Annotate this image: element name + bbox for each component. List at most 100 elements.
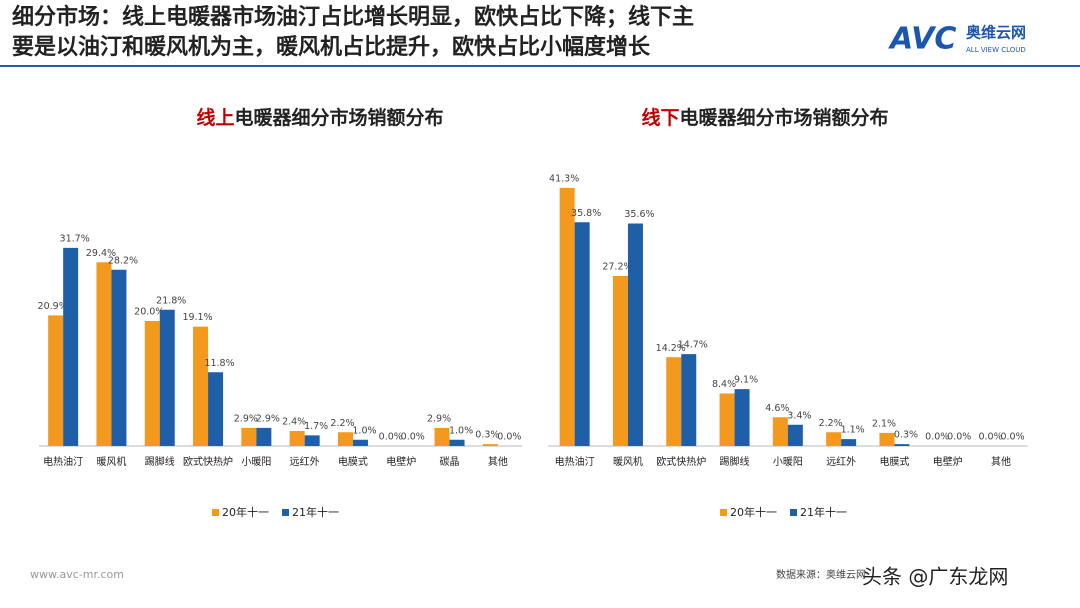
chart-title-rest: 电暖器细分市场销额分布 bbox=[680, 106, 889, 129]
bar bbox=[449, 439, 465, 446]
value-label: 2.9% bbox=[256, 413, 280, 424]
bar bbox=[772, 417, 788, 446]
bar bbox=[879, 432, 895, 446]
chart-title: 线下电暖器细分市场销额分布 bbox=[641, 106, 888, 129]
value-label: 35.8% bbox=[571, 208, 601, 219]
bar bbox=[352, 439, 368, 446]
x-tick-label: 远红外 bbox=[826, 455, 856, 468]
watermark: 头条 @广东龙网 bbox=[862, 565, 1008, 589]
x-tick-label: 小暖阳 bbox=[241, 455, 271, 468]
value-label: 27.2% bbox=[602, 262, 632, 273]
bar bbox=[612, 276, 628, 446]
value-label: 20.0% bbox=[134, 307, 164, 318]
bar bbox=[482, 444, 498, 446]
value-label: 35.6% bbox=[624, 209, 654, 220]
bar bbox=[337, 432, 353, 446]
x-tick-label: 暖风机 bbox=[613, 455, 643, 468]
value-label: 19.1% bbox=[182, 312, 212, 323]
value-label: 0.0% bbox=[379, 432, 403, 443]
x-tick-label: 电膜式 bbox=[879, 455, 909, 468]
x-tick-label: 其他 bbox=[488, 455, 508, 468]
data-source: 数据来源：奥维云网 bbox=[776, 568, 866, 581]
x-tick-label: 电热油汀 bbox=[555, 455, 595, 468]
value-label: 0.0% bbox=[401, 432, 425, 443]
brand: 奥维云网 bbox=[966, 24, 1026, 42]
x-tick-label: 暖风机 bbox=[96, 455, 126, 468]
x-tick-label: 欧式快热炉 bbox=[656, 455, 706, 468]
legend-swatch bbox=[790, 509, 797, 516]
legend-swatch bbox=[720, 509, 727, 516]
value-label: 9.1% bbox=[734, 375, 758, 386]
value-label: 8.4% bbox=[712, 379, 736, 390]
bar bbox=[681, 354, 697, 446]
value-label: 1.0% bbox=[449, 425, 473, 436]
slide-title: 要是以油汀和暖风机为主，暖风机占比提升，欧快占比小幅度增长 bbox=[12, 34, 651, 60]
bar bbox=[574, 222, 590, 446]
value-label: 0.0% bbox=[947, 432, 971, 443]
value-label: 31.7% bbox=[60, 233, 90, 244]
bar bbox=[894, 444, 910, 446]
value-label: 0.3% bbox=[475, 430, 499, 441]
bar bbox=[841, 439, 857, 446]
bar bbox=[787, 424, 803, 446]
x-tick-label: 其他 bbox=[991, 455, 1011, 468]
brand-en: ALL VIEW CLOUD bbox=[966, 46, 1026, 54]
x-tick-label: 小暖阳 bbox=[773, 455, 803, 468]
bar bbox=[826, 432, 842, 446]
legend-label: 20年十一 bbox=[730, 505, 777, 519]
bar bbox=[627, 223, 643, 446]
chart-title-rest: 电暖器细分市场销额分布 bbox=[235, 106, 444, 129]
value-label: 41.3% bbox=[549, 173, 579, 184]
value-label: 29.4% bbox=[86, 248, 116, 259]
bar bbox=[304, 435, 320, 446]
chart-title: 线上电暖器细分市场销额分布 bbox=[196, 106, 443, 129]
bar bbox=[256, 427, 272, 446]
website: www.avc-mr.com bbox=[30, 568, 124, 581]
value-label: 0.3% bbox=[894, 430, 918, 441]
legend-label: 21年十一 bbox=[292, 505, 339, 519]
bar bbox=[289, 431, 305, 446]
bar bbox=[241, 427, 257, 446]
x-tick-label: 碳晶 bbox=[440, 455, 460, 468]
x-tick-label: 踢脚线 bbox=[145, 455, 175, 468]
bar bbox=[559, 187, 575, 446]
x-tick-label: 电壁炉 bbox=[386, 455, 416, 468]
value-label: 28.2% bbox=[108, 255, 138, 266]
bar bbox=[48, 315, 64, 446]
x-tick-label: 电壁炉 bbox=[933, 455, 963, 468]
value-label: 21.8% bbox=[156, 295, 186, 306]
value-label: 2.2% bbox=[819, 418, 843, 429]
x-tick-label: 欧式快热炉 bbox=[183, 455, 233, 468]
bar bbox=[719, 393, 735, 446]
bar bbox=[734, 389, 750, 446]
value-label: 11.8% bbox=[204, 358, 234, 369]
bar bbox=[63, 247, 79, 446]
value-label: 0.0% bbox=[925, 432, 949, 443]
bar bbox=[193, 326, 209, 446]
bar bbox=[96, 262, 112, 446]
value-label: 20.9% bbox=[38, 301, 68, 312]
chart-title-highlight: 线下 bbox=[641, 106, 679, 129]
value-label: 1.1% bbox=[841, 425, 865, 436]
legend-swatch bbox=[282, 509, 289, 516]
bar bbox=[666, 357, 682, 446]
legend-label: 20年十一 bbox=[222, 505, 269, 519]
value-label: 1.7% bbox=[304, 421, 328, 432]
value-label: 3.4% bbox=[787, 410, 811, 421]
legend-label: 21年十一 bbox=[800, 505, 847, 519]
value-label: 14.7% bbox=[678, 340, 708, 351]
slide-title: 细分市场：线上电暖器市场油汀占比增长明显，欧快占比下降；线下主 bbox=[12, 4, 694, 30]
value-label: 4.6% bbox=[765, 403, 789, 414]
value-label: 14.2% bbox=[656, 343, 686, 354]
value-label: 0.0% bbox=[497, 432, 521, 443]
value-label: 2.4% bbox=[282, 417, 306, 428]
x-tick-label: 电热油汀 bbox=[43, 455, 83, 468]
x-tick-label: 电膜式 bbox=[338, 455, 368, 468]
logo: AVC bbox=[888, 22, 956, 57]
x-tick-label: 远红外 bbox=[290, 455, 320, 468]
value-label: 2.9% bbox=[427, 413, 451, 424]
bar bbox=[159, 309, 175, 446]
bar bbox=[111, 269, 127, 446]
value-label: 1.0% bbox=[352, 425, 376, 436]
